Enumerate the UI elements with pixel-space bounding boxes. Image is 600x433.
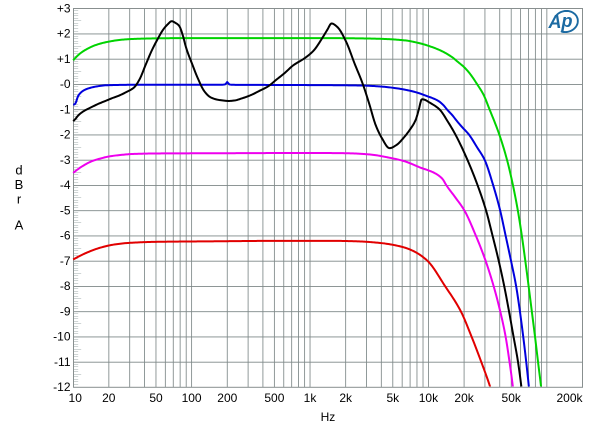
svg-text:-1: -1: [60, 103, 71, 117]
svg-text:-3: -3: [60, 153, 71, 167]
svg-text:-2: -2: [60, 128, 71, 142]
svg-text:-5: -5: [60, 204, 71, 218]
svg-text:B: B: [15, 177, 24, 192]
svg-text:p: p: [561, 11, 573, 31]
svg-text:-11: -11: [54, 355, 71, 369]
svg-text:-12: -12: [53, 380, 71, 394]
svg-text:-7: -7: [60, 254, 71, 268]
svg-text:-0: -0: [60, 77, 71, 91]
svg-text:d: d: [15, 163, 22, 178]
svg-text:500: 500: [264, 391, 284, 405]
svg-text:10: 10: [69, 391, 83, 405]
svg-text:Hz: Hz: [321, 410, 336, 424]
svg-text:20k: 20k: [454, 391, 474, 405]
svg-text:50k: 50k: [502, 391, 522, 405]
svg-text:100: 100: [182, 391, 202, 405]
svg-text:-4: -4: [60, 178, 71, 192]
svg-text:+3: +3: [57, 2, 71, 16]
svg-text:+1: +1: [57, 52, 71, 66]
svg-text:1k: 1k: [304, 391, 318, 405]
svg-text:-9: -9: [60, 305, 71, 319]
svg-text:+2: +2: [57, 27, 71, 41]
svg-text:5k: 5k: [386, 391, 400, 405]
svg-text:20: 20: [102, 391, 116, 405]
svg-text:r: r: [17, 192, 22, 207]
svg-text:-10: -10: [53, 330, 71, 344]
svg-text:-6: -6: [60, 229, 71, 243]
svg-text:2k: 2k: [339, 391, 353, 405]
svg-text:200: 200: [217, 391, 237, 405]
svg-text:50: 50: [149, 391, 163, 405]
svg-text:A: A: [548, 12, 562, 32]
svg-text:A: A: [15, 218, 24, 233]
svg-text:-8: -8: [60, 279, 71, 293]
svg-text:10k: 10k: [419, 391, 439, 405]
svg-text:200k: 200k: [556, 391, 583, 405]
